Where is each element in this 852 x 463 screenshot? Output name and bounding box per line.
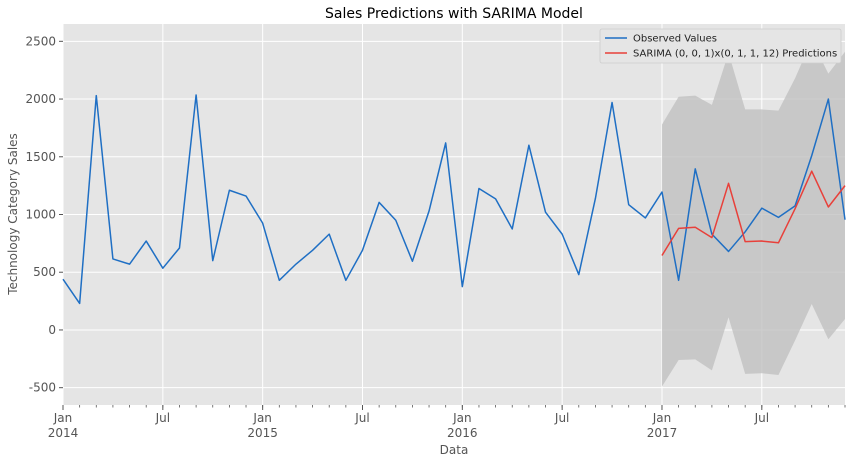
x-tick-label: Jul xyxy=(155,411,170,425)
x-axis-label: Data xyxy=(440,443,469,457)
y-tick-label: 0 xyxy=(48,323,56,337)
predictions-line xyxy=(661,170,846,256)
x-tick-year-label: 2016 xyxy=(447,426,478,440)
confidence-band xyxy=(661,40,845,387)
legend-label-observed: Observed Values xyxy=(633,34,717,45)
x-tick-label: Jul xyxy=(354,411,369,425)
y-tick-label: 500 xyxy=(33,265,56,279)
x-tick-label: Jan xyxy=(252,411,272,425)
x-tick-label: Jul xyxy=(754,411,769,425)
y-axis-label: Technology Category Sales xyxy=(6,133,20,296)
chart-title: Sales Predictions with SARIMA Model xyxy=(325,6,583,22)
confidence-interval-area xyxy=(661,40,845,387)
y-tick-label: 1000 xyxy=(25,208,56,222)
legend: Observed Values SARIMA (0, 0, 1)x(0, 1, … xyxy=(599,28,842,64)
x-tick-label: Jan xyxy=(53,411,73,425)
series-lines xyxy=(62,94,846,305)
x-tick-label: Jan xyxy=(652,411,672,425)
legend-label-predictions: SARIMA (0, 0, 1)x(0, 1, 1, 12) Predictio… xyxy=(633,49,837,60)
y-tick-label: -500 xyxy=(29,381,56,395)
x-tick-year-label: 2014 xyxy=(48,426,79,440)
observed-values-line xyxy=(62,94,846,305)
legend-box xyxy=(599,28,842,64)
y-tick-label: 1500 xyxy=(25,150,56,164)
x-tick-label: Jan xyxy=(452,411,472,425)
y-axis: -500 0 500 1000 1500 2000 2500 xyxy=(25,34,63,395)
y-tick-label: 2000 xyxy=(25,92,56,106)
x-tick-year-label: 2015 xyxy=(247,426,278,440)
x-tick-year-label: 2017 xyxy=(647,426,678,440)
x-tick-label: Jul xyxy=(554,411,569,425)
y-tick-label: 2500 xyxy=(25,34,56,48)
